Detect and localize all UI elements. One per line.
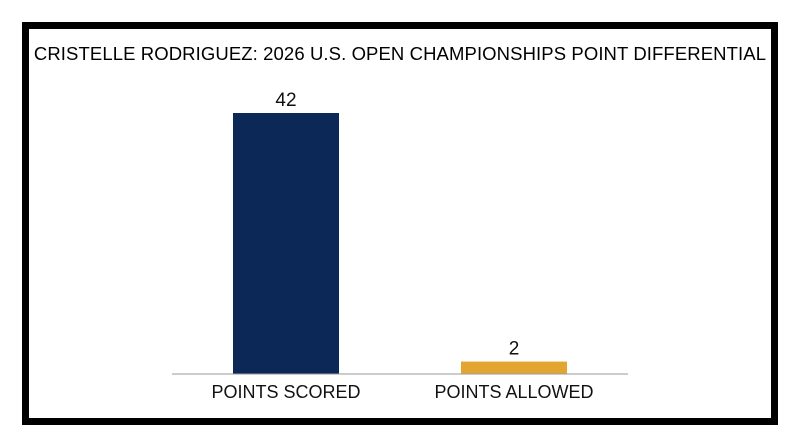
category-label: POINTS ALLOWED [434,382,593,402]
label-group: 42 POINTS SCORED 2 POINTS ALLOWED [211,90,593,402]
chart-title: CRISTELLE RODRIGUEZ: 2026 U.S. OPEN CHAM… [33,43,767,64]
data-label: 42 [275,90,296,111]
bar-group [233,113,567,374]
data-label: 2 [509,339,520,360]
chart-frame [22,22,778,425]
category-label: POINTS SCORED [211,382,360,402]
bar-points-allowed [461,361,567,374]
bar-points-scored [233,113,339,374]
